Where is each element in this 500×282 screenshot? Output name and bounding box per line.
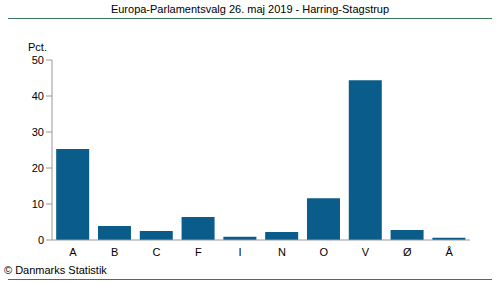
svg-text:Ø: Ø bbox=[403, 246, 412, 258]
svg-text:40: 40 bbox=[32, 90, 44, 102]
svg-text:50: 50 bbox=[32, 54, 44, 66]
svg-text:A: A bbox=[69, 246, 77, 258]
svg-text:0: 0 bbox=[38, 234, 44, 246]
svg-text:V: V bbox=[362, 246, 370, 258]
svg-text:C: C bbox=[153, 246, 161, 258]
svg-text:20: 20 bbox=[32, 162, 44, 174]
svg-text:O: O bbox=[319, 246, 328, 258]
svg-text:N: N bbox=[278, 246, 286, 258]
svg-text:30: 30 bbox=[32, 126, 44, 138]
html-text:Pct.: Pct. bbox=[28, 41, 47, 53]
html-text:Europa-Parlamentsvalg 26. maj: Europa-Parlamentsvalg 26. maj 2019 - Har… bbox=[110, 3, 390, 15]
svg-text:10: 10 bbox=[32, 198, 44, 210]
svg-text:F: F bbox=[195, 246, 202, 258]
svg-text:B: B bbox=[111, 246, 118, 258]
html-text:© Danmarks Statistik: © Danmarks Statistik bbox=[4, 264, 107, 276]
svg-text:Å: Å bbox=[445, 246, 453, 258]
svg-text:I: I bbox=[239, 246, 242, 258]
